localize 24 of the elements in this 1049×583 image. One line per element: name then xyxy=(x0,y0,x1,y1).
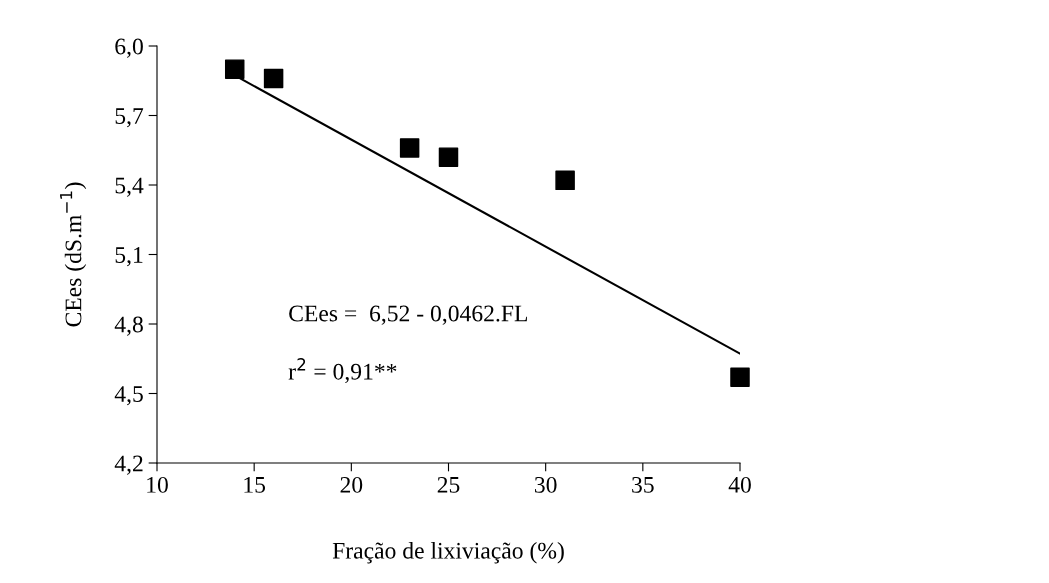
x-tick-label: 15 xyxy=(244,476,266,493)
y-tick-label: 5,1 xyxy=(115,247,143,267)
x-tick-label: 20 xyxy=(340,476,363,493)
x-axis-title: Fração de lixiviação (%) xyxy=(332,542,564,564)
x-tick-label: 35 xyxy=(632,476,654,493)
y-tick-label: 6,0 xyxy=(115,38,143,58)
x-tick-label: 40 xyxy=(728,476,751,493)
y-tick-label: 4,8 xyxy=(114,316,143,336)
y-tick-label: 5,4 xyxy=(115,177,144,197)
y-tick-label: 5,7 xyxy=(115,108,144,128)
point xyxy=(224,59,245,79)
x-tick-label: 10 xyxy=(147,476,168,493)
point xyxy=(555,170,575,191)
y-tick-label: 4,2 xyxy=(114,455,143,475)
x-tick-label: 25 xyxy=(437,476,460,493)
y-tick-label: 4,5 xyxy=(114,386,143,406)
point xyxy=(399,138,420,158)
y-axis-title: CEes (dS.m$^{−1}$) xyxy=(60,182,87,327)
x-tick-label: 30 xyxy=(534,476,557,493)
point xyxy=(730,367,750,388)
point xyxy=(438,147,459,167)
annotation: CEes = 6,52 - 0,0462.FL xyxy=(289,305,527,325)
point xyxy=(263,68,284,89)
annotation: r$^{2}$ = 0,91** xyxy=(288,358,397,384)
